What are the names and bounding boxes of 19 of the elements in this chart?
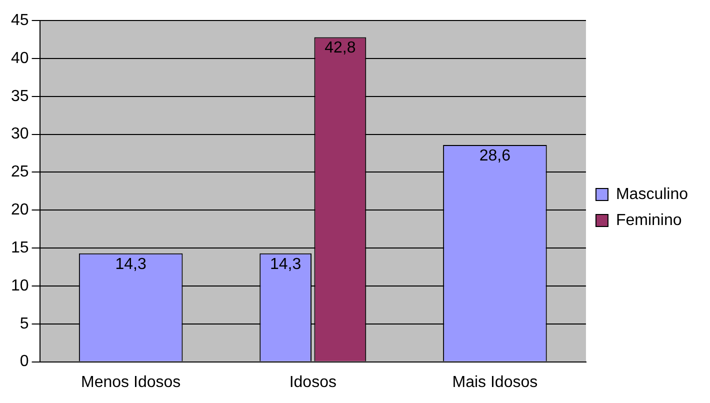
- legend-label: Feminino: [616, 212, 682, 229]
- legend-label: Masculino: [616, 186, 688, 203]
- y-tick-label: 20: [11, 202, 29, 219]
- y-tick-label: 35: [11, 88, 29, 105]
- x-tick-label: Menos Idosos: [81, 374, 181, 391]
- data-label: 14,3: [115, 256, 146, 273]
- data-label: 28,6: [479, 147, 511, 164]
- y-tick-label: 45: [11, 12, 29, 30]
- y-tick-label: 15: [11, 239, 29, 256]
- y-tick-label: 30: [11, 126, 29, 143]
- y-tick-label: 5: [20, 315, 29, 332]
- x-tick-label: Idosos: [289, 374, 336, 391]
- data-label: 42,8: [324, 40, 356, 57]
- y-tick-label: 0: [20, 353, 29, 370]
- y-tick-label: 10: [11, 277, 29, 294]
- y-tick-label: 25: [11, 164, 29, 181]
- y-tick-label: 40: [11, 50, 29, 67]
- x-tick-label: Mais Idosos: [452, 374, 538, 391]
- data-label: 14,3: [270, 256, 302, 273]
